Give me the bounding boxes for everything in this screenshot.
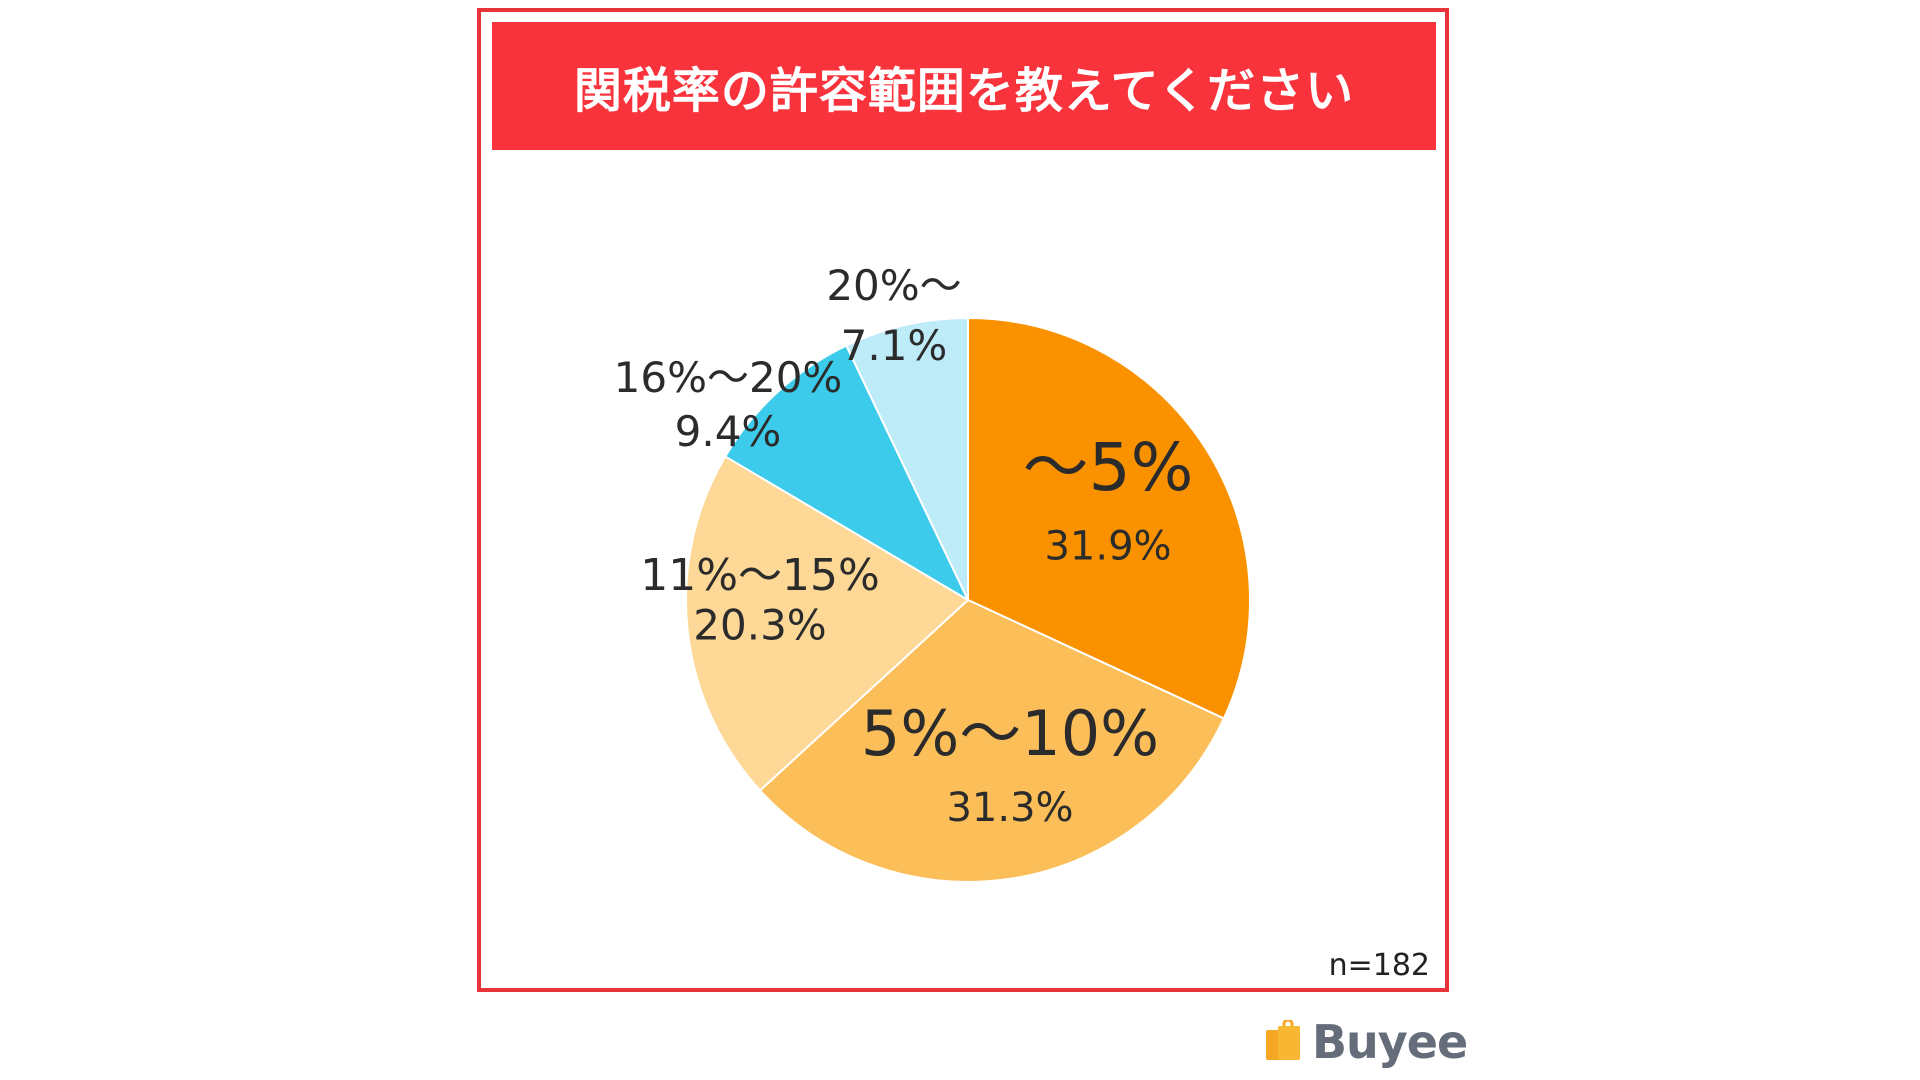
- slice-value-1: 31.9%: [1044, 523, 1171, 569]
- chart-title: 関税率の許容範囲を教えてください: [573, 63, 1355, 119]
- brand-name: Buyee: [1312, 1015, 1468, 1069]
- slice-label-1: 〜5%: [1023, 429, 1194, 506]
- slice-value-5: 7.1%: [841, 321, 948, 370]
- pie-slice-5: [844, 316, 969, 601]
- shopping-bag-icon: [1266, 1020, 1300, 1060]
- brand-logo: Buyee: [1262, 1014, 1468, 1070]
- slice-value-3: 20.3%: [693, 601, 826, 650]
- slice-value-2: 31.3%: [946, 785, 1073, 831]
- slice-label-2: 5%〜10%: [861, 697, 1159, 770]
- pie-slice-2: [758, 598, 1226, 883]
- slice-value-4: 9.4%: [675, 407, 782, 456]
- pie-slice-4: [723, 344, 971, 603]
- title-banner: 関税率の許容範囲を教えてください: [492, 22, 1436, 150]
- pie-slice-3: [685, 455, 970, 792]
- slice-label-4: 16%〜20%: [614, 353, 843, 402]
- sample-size-label: n=182: [1328, 948, 1430, 983]
- slice-label-5: 20%〜: [826, 261, 961, 310]
- slice-label-3: 11%〜15%: [640, 550, 880, 601]
- pie-slice-1: [967, 316, 1251, 720]
